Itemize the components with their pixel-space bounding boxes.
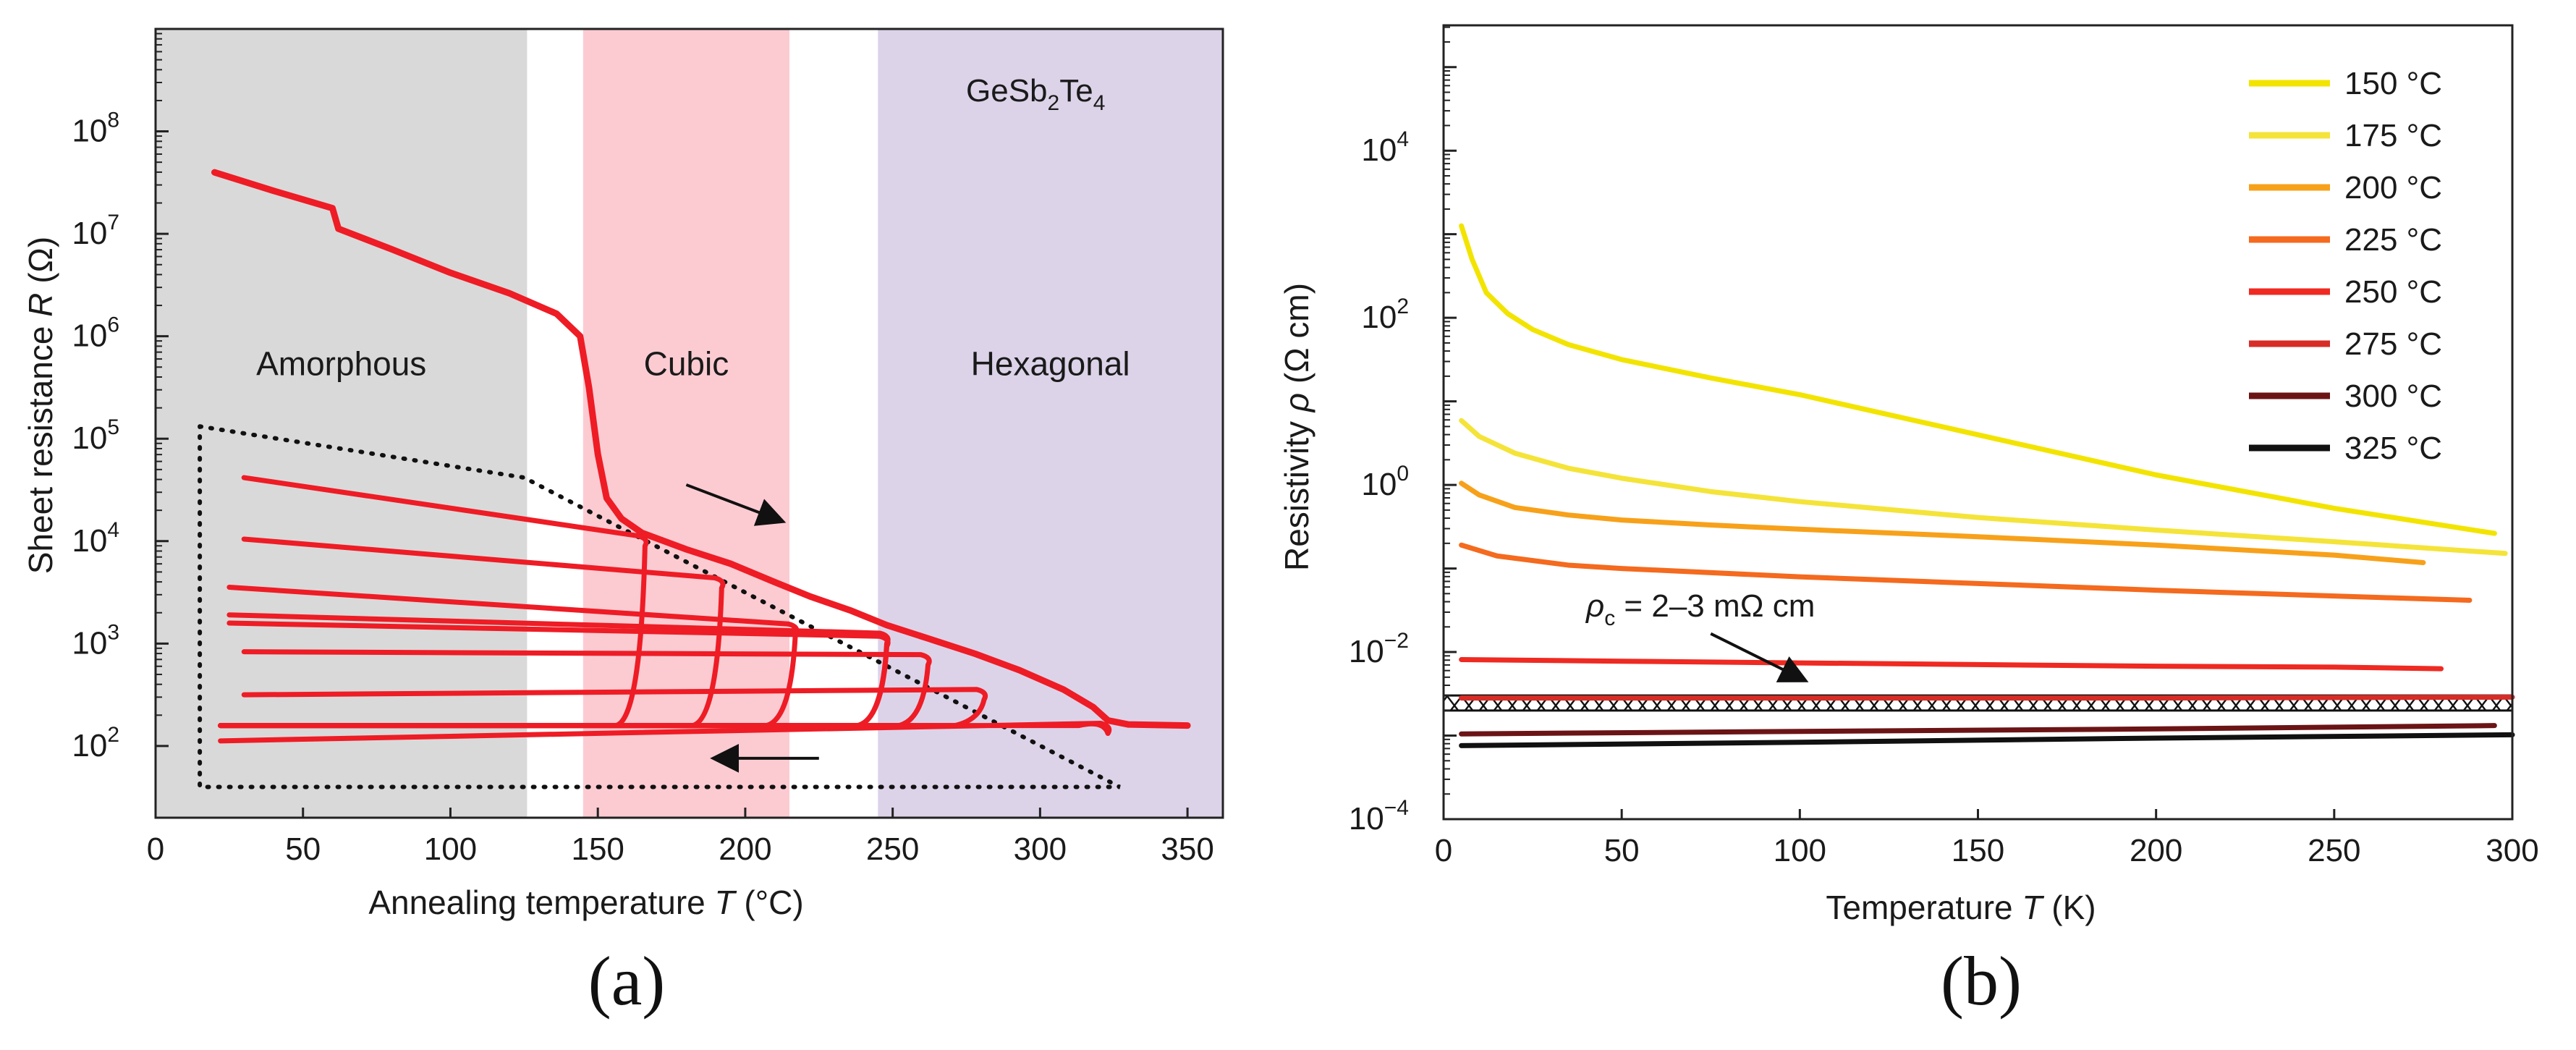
phase-band-hexagonal <box>878 29 1223 818</box>
x-tick-label: 100 <box>1774 833 1826 868</box>
series-line-150c <box>1462 226 2495 533</box>
legend-label: 225 °C <box>2344 222 2442 258</box>
x-axis-label: Temperature T (K) <box>1826 889 2096 926</box>
x-tick-label: 0 <box>147 831 164 867</box>
y-tick-label: 107 <box>72 211 119 251</box>
panel-caption-a: (a) <box>588 942 666 1020</box>
phase-label-cubic: Cubic <box>644 344 729 382</box>
x-tick-label: 50 <box>285 831 321 867</box>
y-tick-label: 10−4 <box>1349 796 1409 837</box>
y-tick-label: 103 <box>72 620 119 661</box>
x-tick-label: 250 <box>866 831 919 867</box>
series-line-250c <box>1462 659 2441 669</box>
x-tick-label: 200 <box>2130 833 2182 868</box>
legend-label: 275 °C <box>2344 326 2442 362</box>
y-tick-label: 108 <box>72 109 119 149</box>
legend-label: 150 °C <box>2344 66 2442 101</box>
phase-label-hexagonal: Hexagonal <box>971 344 1130 382</box>
x-tick-label: 250 <box>2308 833 2360 868</box>
x-tick-label: 0 <box>1435 833 1452 868</box>
x-tick-label: 200 <box>719 831 771 867</box>
y-tick-label: 10−2 <box>1349 629 1409 669</box>
phase-band-cubic <box>583 29 789 818</box>
x-tick-label: 150 <box>1952 833 2004 868</box>
legend-label: 325 °C <box>2344 431 2442 466</box>
series-line-325c <box>1462 734 2512 745</box>
series-line-300c <box>1462 726 2495 734</box>
x-tick-label: 300 <box>2486 833 2538 868</box>
series-line-275c <box>1462 697 2512 698</box>
chart-b: 0 50 100 150 200 250 300 10−4 10−2 100 102 104 150 … <box>1278 25 2539 1020</box>
critical-resistivity-label: ρc = 2–3 mΩ cm <box>1585 588 1815 630</box>
y-tick-label: 102 <box>72 723 119 763</box>
y-tick-label: 100 <box>1361 462 1409 502</box>
x-tick-label: 350 <box>1161 831 1213 867</box>
critical-band-arrow <box>1711 634 1803 680</box>
legend-label: 250 °C <box>2344 274 2442 310</box>
y-tick-label: 104 <box>72 518 119 559</box>
y-tick-label: 104 <box>1361 127 1409 168</box>
legend-label: 175 °C <box>2344 118 2442 153</box>
series-line-200c <box>1462 483 2423 563</box>
x-tick-label: 50 <box>1604 833 1640 868</box>
panel-caption-b: (b) <box>1941 942 2022 1020</box>
chart-a: Amorphous Cubic Hexagonal 0 50 100 150 200 250 3… <box>22 29 1223 1020</box>
y-tick-label: 106 <box>72 313 119 354</box>
y-tick-label: 102 <box>1361 295 1409 335</box>
x-tick-label: 150 <box>571 831 624 867</box>
y-axis-label: Resistivity ρ (Ω cm) <box>1278 283 1315 571</box>
y-tick-label: 105 <box>72 415 119 456</box>
x-tick-label: 100 <box>424 831 477 867</box>
legend-label: 200 °C <box>2344 170 2442 206</box>
figure: Amorphous Cubic Hexagonal 0 50 100 150 200 250 3… <box>0 0 2576 1050</box>
x-axis-label: Annealing temperature T (°C) <box>368 884 803 921</box>
y-axis-label: Sheet resistance R (Ω) <box>22 237 59 574</box>
legend-label: 300 °C <box>2344 378 2442 414</box>
phase-band-amorphous <box>156 29 527 818</box>
x-tick-label: 300 <box>1014 831 1067 867</box>
phase-label-amorphous: Amorphous <box>256 344 426 382</box>
